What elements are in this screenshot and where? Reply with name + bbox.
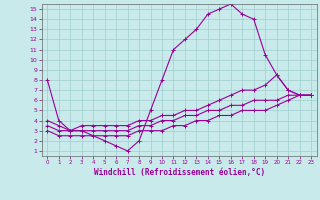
X-axis label: Windchill (Refroidissement éolien,°C): Windchill (Refroidissement éolien,°C) [94,168,265,177]
